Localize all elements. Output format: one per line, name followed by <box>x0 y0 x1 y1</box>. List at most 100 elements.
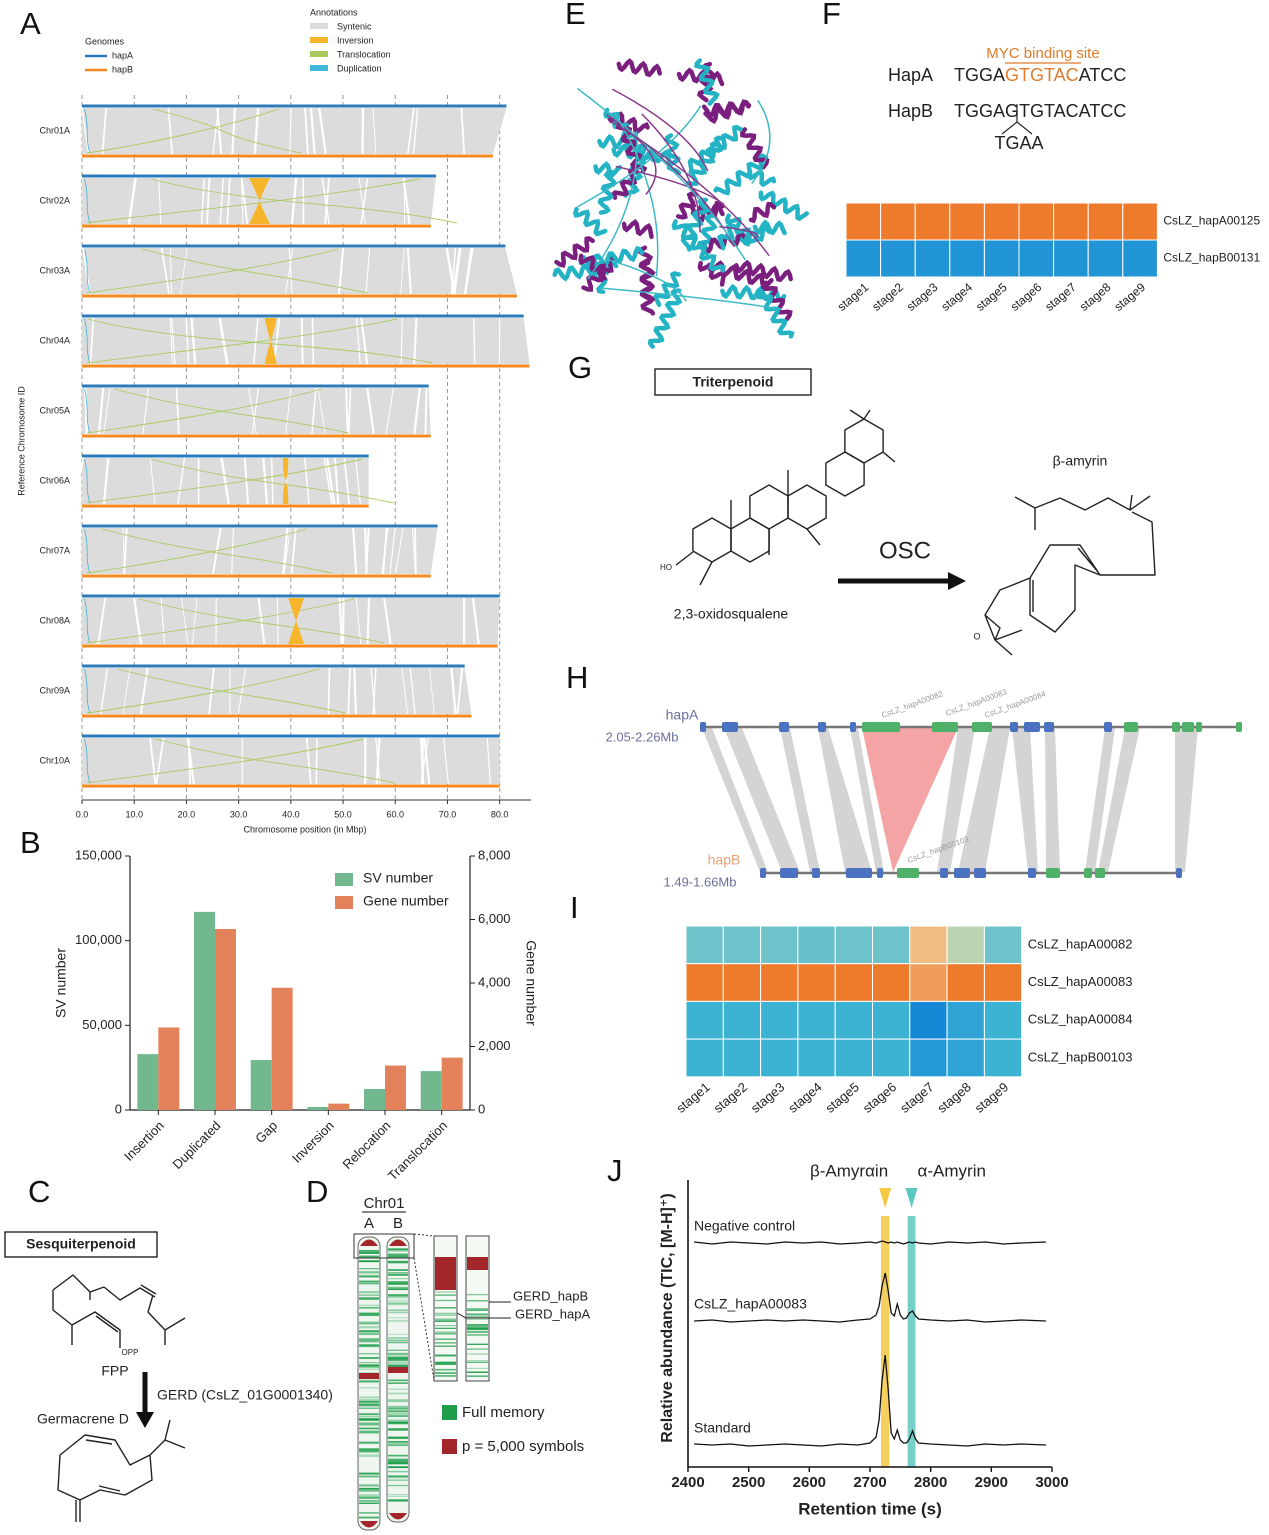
row-label: CsLZ_hapA00084 <box>1028 1012 1133 1027</box>
syntenic-gap <box>276 597 279 645</box>
loop <box>604 257 687 302</box>
legend-label: p = 5,000 symbols <box>462 1438 584 1455</box>
hydroxyl-label: HO <box>660 563 672 572</box>
loop <box>719 225 759 239</box>
synteny-ribbon <box>1098 728 1140 872</box>
y-tick-label: Chr01A <box>39 125 70 135</box>
heatmap-cell <box>1087 239 1124 278</box>
syntenic-gap <box>97 387 105 435</box>
gene <box>780 868 798 878</box>
gene <box>1024 722 1040 732</box>
synteny-ribbon <box>850 728 884 872</box>
translocation-link <box>117 668 346 714</box>
x-tick-label: 30.0 <box>230 809 248 819</box>
syntenic-gap <box>206 177 211 225</box>
syntenic-gap <box>257 597 266 645</box>
syntenic-gap <box>248 387 257 435</box>
helix <box>554 236 595 268</box>
syntenic-gap <box>324 177 330 225</box>
y-tick-label: Chr06A <box>39 475 70 485</box>
syntenic-gap <box>169 317 173 365</box>
bar <box>158 1027 180 1110</box>
syntenic-gap <box>412 107 419 155</box>
syntenic-gap <box>220 457 230 505</box>
translocation-link <box>87 388 322 434</box>
y2-tick-label: 4,000 <box>478 974 511 989</box>
syntenic-gap <box>170 317 176 365</box>
syntenic-gap <box>355 317 361 365</box>
translocation-link <box>87 598 355 644</box>
loop <box>600 287 782 311</box>
heatmap-cell <box>946 1038 985 1078</box>
syntenic-gap <box>290 527 297 575</box>
syntenic-gap <box>102 457 110 505</box>
translocation-link <box>87 528 307 574</box>
syntenic-gap <box>271 457 274 505</box>
y2-tick-label: 6,000 <box>478 911 511 926</box>
heatmap-cell <box>685 1038 724 1078</box>
syntenic-gap <box>456 667 464 715</box>
band <box>359 1373 379 1379</box>
trace <box>694 1272 1046 1323</box>
haplotype-name: hapB <box>708 852 741 868</box>
translocation-link <box>87 318 398 364</box>
chromosome-cap <box>360 1521 378 1528</box>
legend-label: hapA <box>112 50 133 60</box>
synteny-ribbon <box>1045 728 1060 872</box>
panel-label: E <box>565 0 586 31</box>
gene <box>722 722 738 732</box>
helix <box>616 58 662 78</box>
syntenic-gap <box>450 667 457 715</box>
annotation: β-Amyrαin <box>810 1161 888 1180</box>
helix <box>748 201 777 224</box>
syntenic-gap <box>231 107 237 155</box>
panel-d: Chr01 A B GERD_hapB GERD_hapA Full memor… <box>353 1195 590 1531</box>
gene <box>940 868 948 878</box>
helix <box>756 288 795 339</box>
legend-swatch <box>335 873 353 886</box>
syntenic-gap <box>338 597 343 645</box>
loop <box>751 99 771 184</box>
helix <box>675 191 698 220</box>
syntenic-block <box>82 108 507 154</box>
syntenic-gap <box>132 597 143 645</box>
syntenic-gap <box>352 527 358 575</box>
zoom-guide <box>413 1233 435 1381</box>
helix <box>652 271 682 307</box>
synteny-ribbon <box>780 728 820 872</box>
heatmap-cell <box>760 925 799 965</box>
x-tick-label: 10.0 <box>125 809 143 819</box>
bar <box>328 1103 350 1110</box>
heatmap-cell <box>872 963 911 1002</box>
y-tick-label: Chr03A <box>39 265 70 275</box>
syntenic-gap <box>409 667 416 715</box>
insertion-mark <box>1001 104 1033 135</box>
gene <box>812 868 820 878</box>
heatmap-cell <box>946 963 985 1002</box>
heatmap-cell <box>1018 239 1055 278</box>
y-tick-label: 100,000 <box>75 932 122 947</box>
gene <box>846 868 872 878</box>
heatmap-cell <box>834 963 874 1002</box>
panel-label: I <box>570 890 579 925</box>
x-tick-label: 2500 <box>732 1474 765 1491</box>
haplotype-name: hapA <box>666 707 699 723</box>
heatmap-cell <box>797 925 836 965</box>
trace <box>694 1354 1046 1447</box>
y-axis-label: Relative abundance (TIC, [M-H]⁺) <box>659 1193 676 1442</box>
synteny-ribbon <box>1012 728 1038 872</box>
bar <box>385 1065 406 1110</box>
syntenic-gap <box>167 107 173 155</box>
legend-swatch <box>442 1405 457 1420</box>
syntenic-gap <box>326 457 336 505</box>
heatmap: CsLZ_hapA00082 CsLZ_hapA00083 CsLZ_hapA000… <box>673 925 1133 1116</box>
heatmap-cell <box>872 1000 911 1040</box>
syntenic-gap <box>212 107 220 155</box>
heatmap-cell <box>983 925 1023 965</box>
synteny-ribbon <box>724 728 800 872</box>
bar <box>215 929 236 1110</box>
loop <box>611 88 709 172</box>
gene <box>700 722 706 732</box>
bar <box>364 1089 385 1110</box>
syntenic-gap <box>142 387 150 435</box>
